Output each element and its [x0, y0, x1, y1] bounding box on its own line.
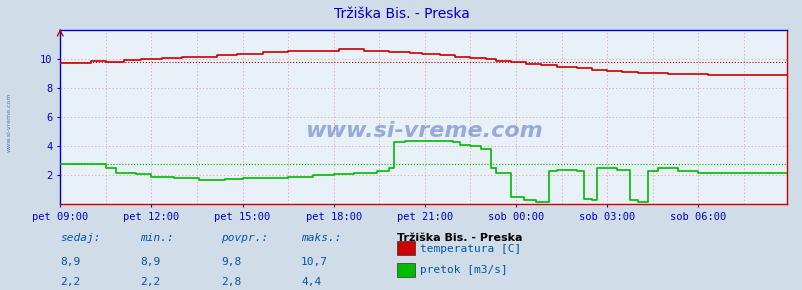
Text: temperatura [C]: temperatura [C] [419, 244, 520, 253]
Text: 2,8: 2,8 [221, 277, 241, 287]
Text: Tržiška Bis. - Preska: Tržiška Bis. - Preska [333, 7, 469, 21]
Text: 8,9: 8,9 [60, 257, 80, 267]
Text: Tržiška Bis. - Preska: Tržiška Bis. - Preska [397, 233, 522, 243]
Text: pretok [m3/s]: pretok [m3/s] [419, 265, 507, 275]
Text: maks.:: maks.: [301, 233, 341, 243]
Text: 8,9: 8,9 [140, 257, 160, 267]
Text: 9,8: 9,8 [221, 257, 241, 267]
Text: www.si-vreme.com: www.si-vreme.com [6, 92, 11, 152]
Text: www.si-vreme.com: www.si-vreme.com [304, 122, 542, 141]
Text: povpr.:: povpr.: [221, 233, 268, 243]
Text: 4,4: 4,4 [301, 277, 321, 287]
Text: 2,2: 2,2 [140, 277, 160, 287]
Text: 2,2: 2,2 [60, 277, 80, 287]
Text: sedaj:: sedaj: [60, 233, 100, 243]
Text: 10,7: 10,7 [301, 257, 328, 267]
Text: min.:: min.: [140, 233, 174, 243]
